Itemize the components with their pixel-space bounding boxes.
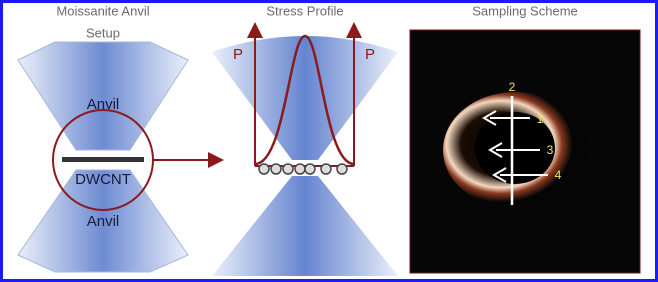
panel-title: Moissanite Anvil xyxy=(56,3,149,18)
pressure-label: P xyxy=(365,46,375,63)
anvil-label: Anvil xyxy=(87,213,120,230)
nanotube xyxy=(283,164,293,174)
nanotube xyxy=(271,164,281,174)
panel-title: Sampling Scheme xyxy=(472,3,578,18)
sampling-panel: Sampling Scheme 2 1 3 4 xyxy=(410,3,640,273)
pressure-label: P xyxy=(233,46,243,63)
sample-strip xyxy=(62,157,144,162)
point-label: 1 xyxy=(537,112,544,126)
sample-label: DWCNT xyxy=(75,171,131,188)
nanotube xyxy=(337,164,347,174)
anvil-label: Anvil xyxy=(87,96,120,113)
figure: Moissanite Anvil Setup Anvil DWCNT Anvil… xyxy=(0,0,658,282)
nanotube xyxy=(305,164,315,174)
point-label: 4 xyxy=(555,168,562,182)
nanotube xyxy=(295,164,305,174)
point-label: 3 xyxy=(547,143,554,157)
point-label: 2 xyxy=(509,80,516,94)
panel-title: Setup xyxy=(86,25,120,40)
nanotube xyxy=(321,164,331,174)
panel-title: Stress Profile xyxy=(266,3,343,18)
nanotube xyxy=(259,164,269,174)
